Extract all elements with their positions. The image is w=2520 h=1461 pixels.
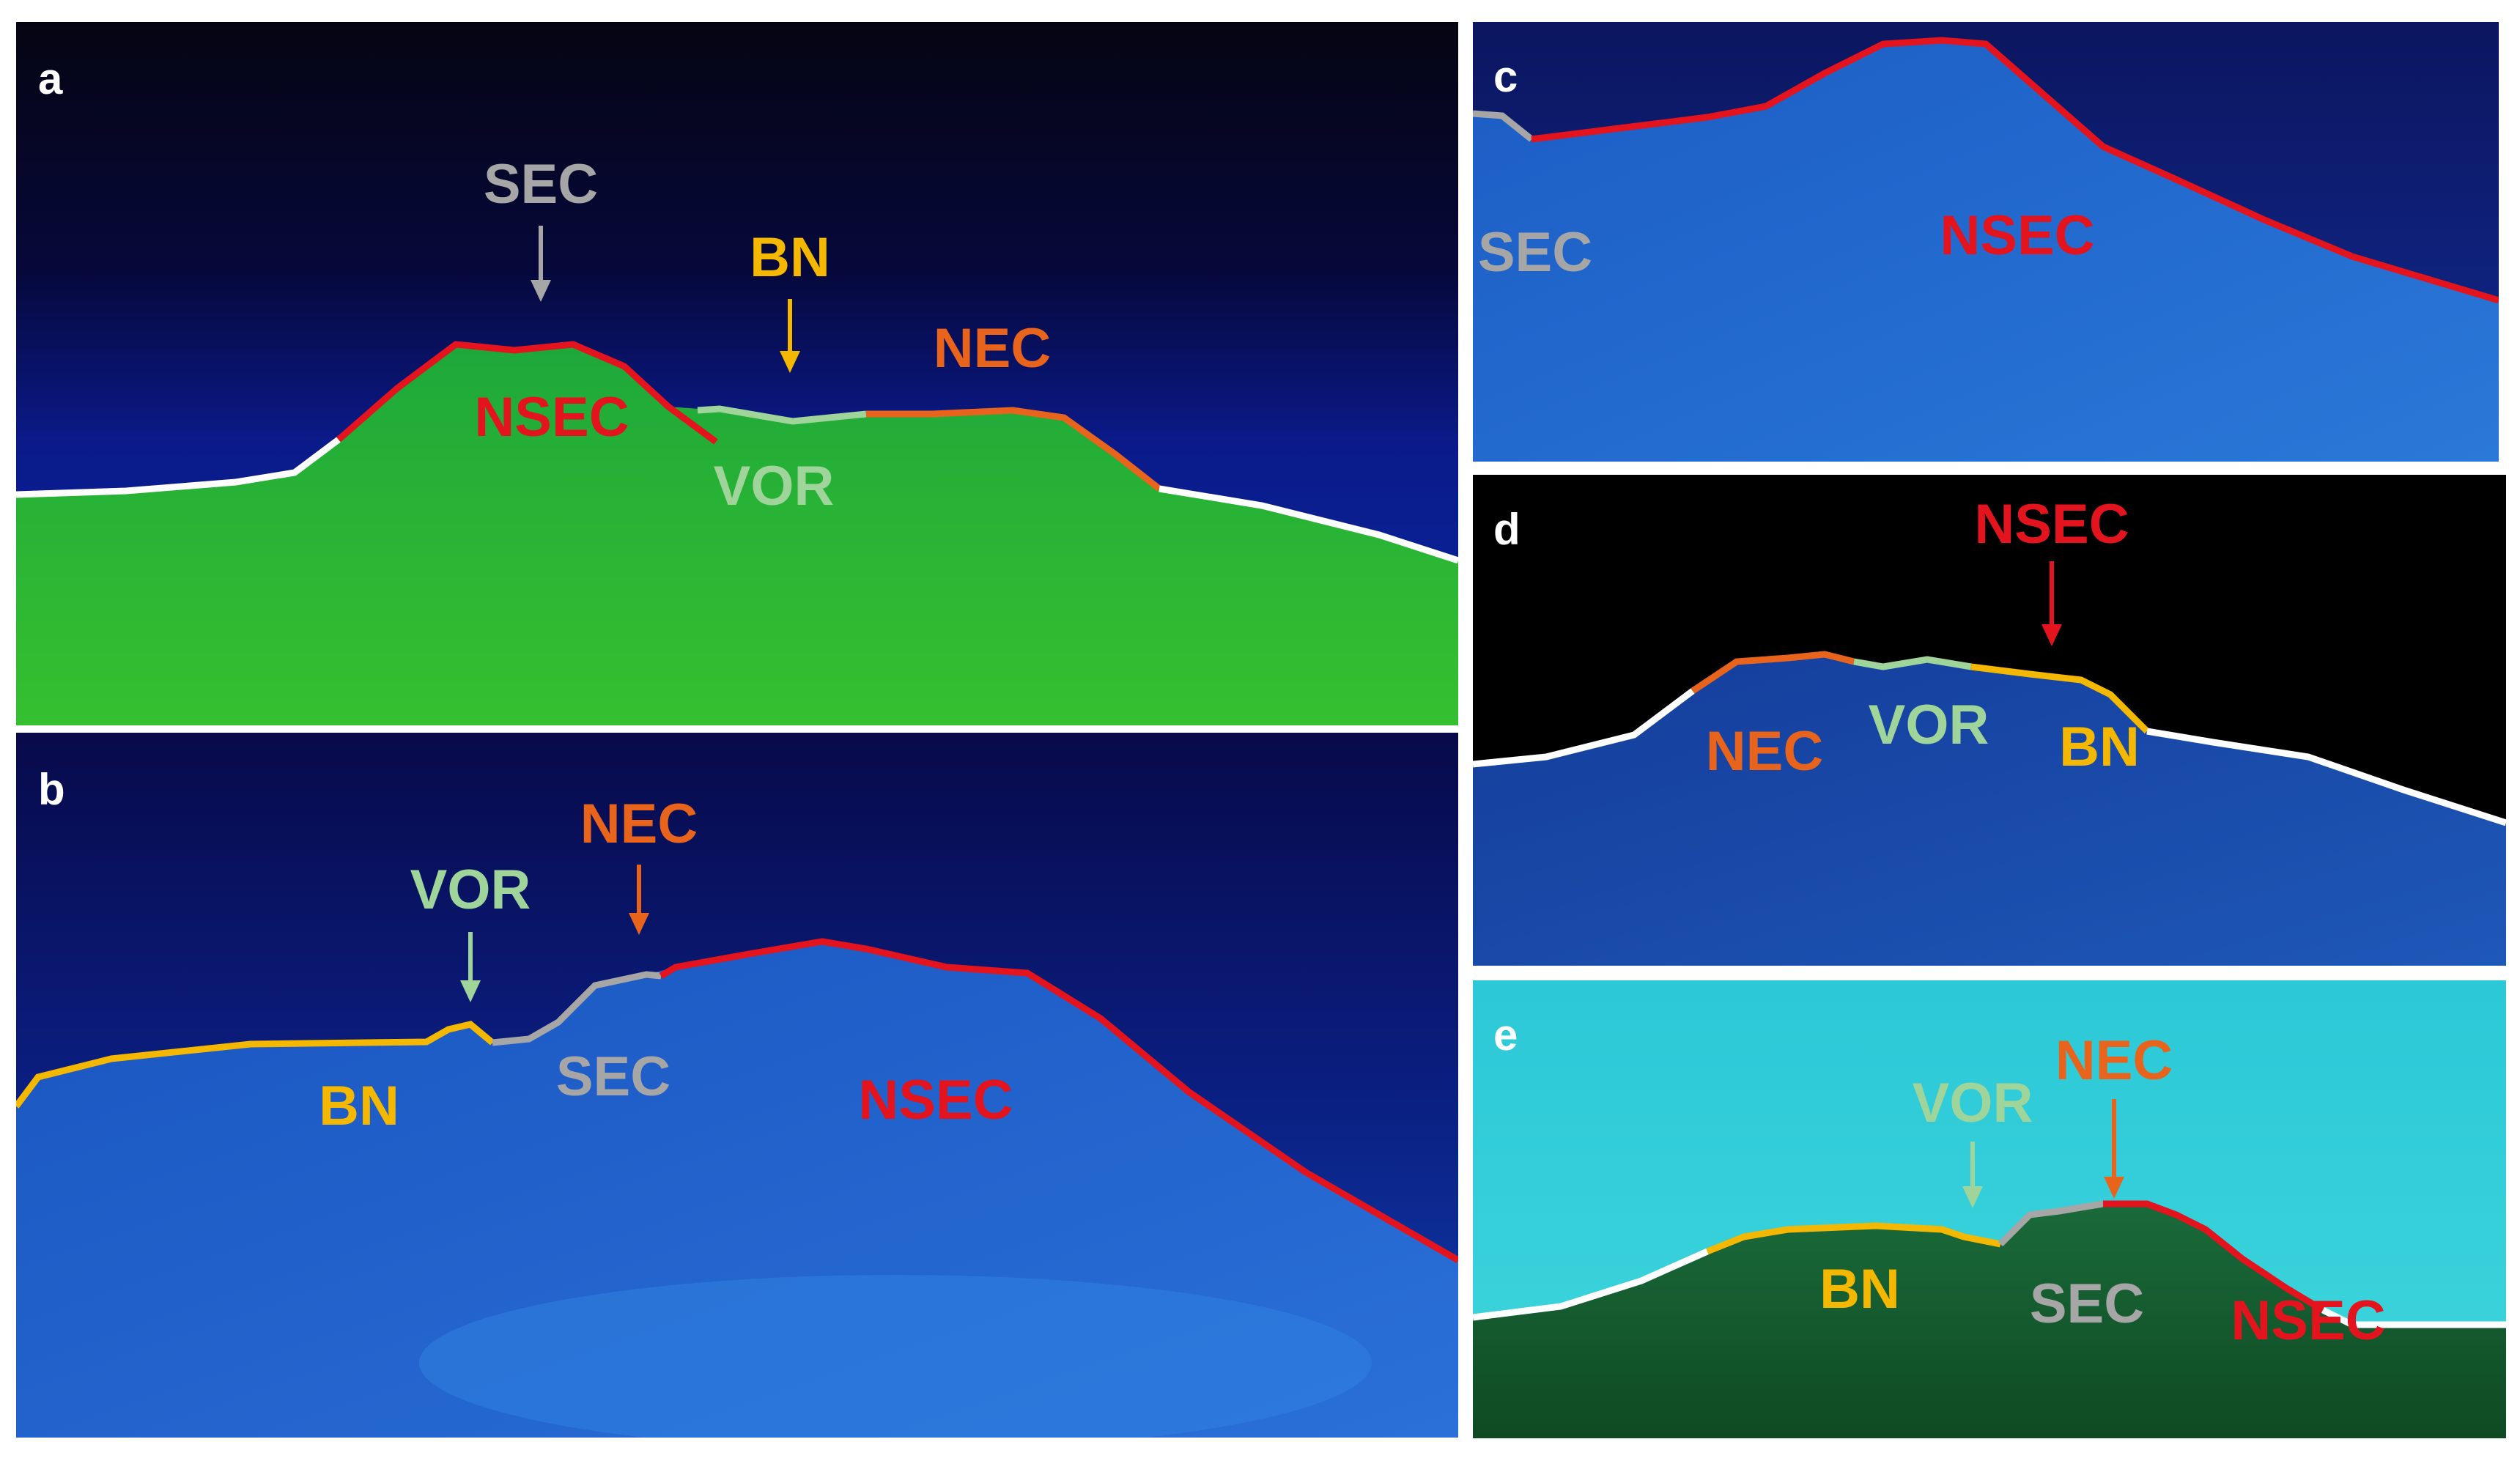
outline-bn: [1970, 663, 2150, 734]
outline-sec: [1473, 110, 1534, 142]
outline-nsec: [2103, 1200, 2325, 1313]
arrow-vor: [1970, 1142, 1976, 1204]
panel-c-image: [1473, 22, 2499, 462]
label-nsec: NSEC: [1974, 493, 2129, 555]
panel-b: b VOR NEC BN SEC NSEC: [16, 733, 1458, 1438]
label-nsec: NSEC: [474, 386, 629, 448]
label-nec: NEC: [1705, 720, 1824, 783]
label-sec: SEC: [1477, 221, 1593, 284]
outline-white-left: [16, 437, 341, 498]
label-sec: SEC: [555, 1046, 671, 1108]
panel-e: e VOR NEC BN SEC NSEC: [1473, 980, 2506, 1438]
outline-bn: [1706, 1222, 2001, 1255]
panel-label: d: [1493, 505, 1521, 554]
outline-nsec: [659, 938, 1458, 1263]
label-sec: SEC: [2029, 1273, 2145, 1335]
arrow-vor: [468, 932, 473, 998]
outline-sec: [1998, 1200, 2104, 1247]
outline-white-left: [1473, 1248, 1709, 1321]
panel-d-image: [1473, 475, 2506, 966]
panel-c: c SEC NSEC: [1473, 22, 2499, 462]
label-vor: VOR: [1912, 1072, 2033, 1134]
panel-label: e: [1493, 1010, 1518, 1059]
label-bn: BN: [750, 226, 830, 289]
arrow-bn: [787, 299, 793, 369]
label-nec: NEC: [2055, 1029, 2173, 1092]
outline-nec: [1691, 651, 1855, 694]
label-vor: VOR: [410, 859, 531, 921]
label-sec: SEC: [483, 153, 599, 215]
panel-b-image: [16, 733, 1458, 1438]
panel-a-image: [16, 22, 1458, 725]
arrow-sec: [538, 226, 544, 297]
panel-a: a SEC BN NEC NSEC VOR: [16, 22, 1458, 725]
label-bn: BN: [1819, 1258, 1900, 1320]
panel-d: d NSEC NEC VOR BN: [1473, 475, 2506, 966]
outline-nsec: [1531, 37, 2499, 304]
outline-vor: [1853, 656, 1972, 670]
outline-nsec: [336, 341, 718, 445]
panel-label: b: [38, 765, 65, 814]
label-nsec: NSEC: [858, 1069, 1013, 1131]
outline-white-right: [2321, 1306, 2506, 1328]
arrow-nec: [636, 865, 642, 931]
label-nsec: NSEC: [2231, 1290, 2386, 1352]
label-nec: NEC: [580, 793, 698, 855]
panel-label: c: [1493, 52, 1518, 101]
outline-white-right: [1159, 485, 1458, 564]
outline-vor: [697, 405, 867, 425]
panel-e-image: [1473, 980, 2506, 1438]
outline-sec: [492, 971, 662, 1046]
label-bn: BN: [319, 1075, 399, 1137]
outline-bn: [16, 1021, 495, 1109]
label-vor: VOR: [1868, 694, 1989, 756]
panel-label: a: [38, 54, 63, 103]
arrow-nec: [2111, 1099, 2117, 1194]
label-vor: VOR: [713, 455, 835, 517]
arrow-nsec: [2049, 561, 2055, 642]
label-nsec: NSEC: [1940, 204, 2095, 267]
outline-white-left: [1473, 688, 1695, 768]
outline-white-right: [2146, 728, 2506, 826]
outline-nec: [866, 407, 1161, 492]
label-nec: NEC: [933, 317, 1052, 380]
label-bn: BN: [2059, 716, 2140, 778]
